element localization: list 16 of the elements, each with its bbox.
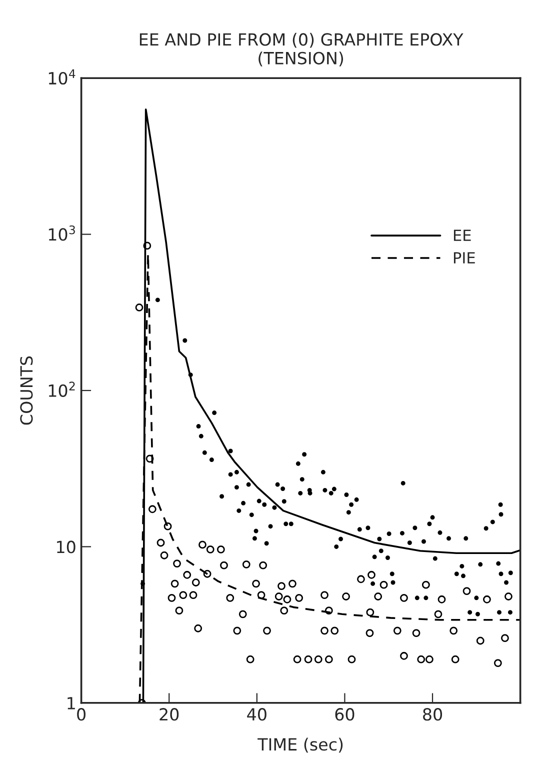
- y-axis-title: COUNTS: [20, 356, 33, 425]
- legend-label: PIE: [454, 252, 475, 264]
- x-axis-title: TIME (sec): [258, 738, 343, 753]
- x-tick-label: 80: [423, 708, 442, 721]
- y-tick-label: 10$^{2}$: [48, 382, 75, 397]
- legend-label: EE: [454, 230, 471, 241]
- y-tick-label: 1: [68, 697, 75, 710]
- y-tick-label: 10$^{3}$: [48, 225, 75, 241]
- y-tick-label: 10: [57, 540, 76, 554]
- x-tick-label: 40: [247, 708, 266, 721]
- y-tick-label: 10$^{4}$: [48, 69, 76, 85]
- x-tick-label: 60: [335, 708, 354, 721]
- x-tick-label: 20: [160, 708, 179, 721]
- x-tick-label: 0: [77, 708, 86, 721]
- chart-title: EE AND PIE FROM (0) GRAPHITE EPOXY (TENSION): [140, 32, 464, 66]
- line-series: [142, 108, 520, 703]
